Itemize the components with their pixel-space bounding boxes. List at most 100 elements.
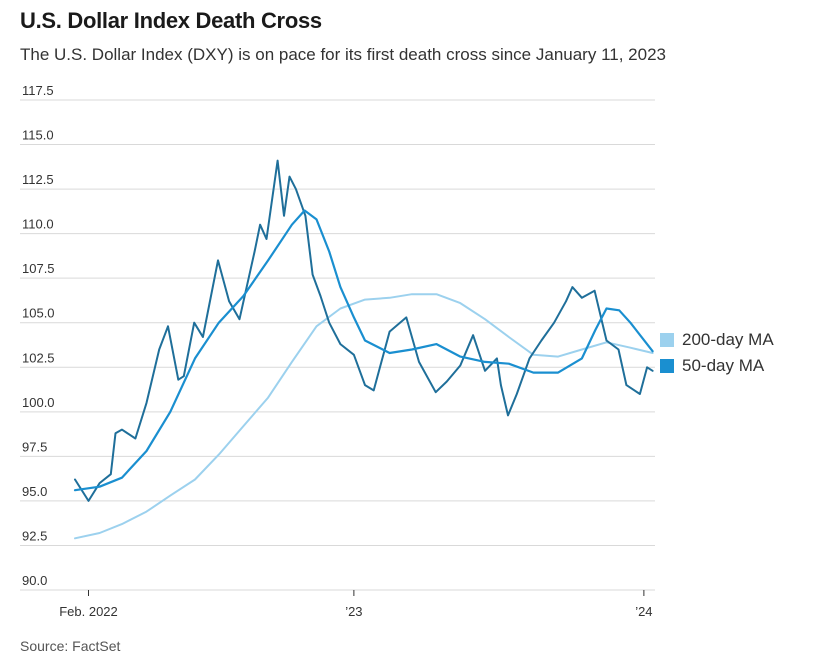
- y-tick-label: 97.5: [22, 439, 47, 454]
- x-tick-label: Feb. 2022: [59, 604, 118, 619]
- data-point-ma50: [99, 486, 101, 488]
- data-point-dxy: [183, 375, 185, 377]
- data-point-ma50: [508, 363, 510, 365]
- data-point-ma200: [389, 297, 391, 299]
- data-point-dxy: [639, 393, 641, 395]
- data-point-dxy: [364, 384, 366, 386]
- data-point-dxy: [265, 238, 268, 240]
- y-tick-label: 102.5: [22, 350, 55, 365]
- data-point-ma50: [145, 450, 148, 452]
- data-point-dxy: [339, 343, 341, 345]
- data-point-ma200: [652, 352, 654, 354]
- data-point-dxy: [288, 176, 291, 178]
- y-tick-label: 117.5: [22, 83, 54, 98]
- data-point-dxy: [646, 366, 648, 368]
- data-point-ma50: [121, 477, 123, 479]
- data-point-ma50: [218, 322, 220, 324]
- y-tick-label: 100.0: [22, 395, 55, 410]
- chart-subtitle: The U.S. Dollar Index (DXY) is on pace f…: [20, 45, 666, 64]
- legend: 200-day MA 50-day MA: [660, 330, 774, 382]
- data-point-dxy: [193, 322, 195, 324]
- data-point-ma200: [364, 298, 366, 301]
- data-point-ma50: [364, 339, 366, 342]
- series-line-dxy: [74, 159, 654, 502]
- legend-item-50-day-ma: 50-day MA: [660, 356, 774, 376]
- data-point-dxy: [617, 348, 620, 351]
- data-point-ma200: [484, 318, 486, 320]
- data-point-ma50: [411, 348, 413, 351]
- data-point-ma50: [594, 329, 597, 331]
- legend-label-200-day: 200-day MA: [682, 330, 774, 349]
- data-point-dxy: [134, 437, 136, 440]
- data-point-dxy: [259, 224, 261, 226]
- y-tick-label: 112.5: [22, 172, 54, 187]
- data-point-ma200: [194, 478, 196, 481]
- data-point-dxy: [238, 318, 241, 320]
- data-point-dxy: [389, 331, 391, 333]
- data-point-dxy: [99, 482, 101, 484]
- data-point-ma50: [389, 352, 391, 354]
- data-point-dxy: [594, 290, 596, 292]
- y-tick-label: 92.5: [22, 528, 47, 543]
- data-point-dxy: [283, 215, 285, 217]
- data-point-ma200: [557, 355, 559, 358]
- legend-label-50-day: 50-day MA: [682, 356, 765, 375]
- data-point-ma200: [267, 396, 269, 399]
- y-tick-label: 107.5: [22, 261, 55, 276]
- data-point-ma50: [459, 355, 461, 358]
- data-point-dxy: [581, 297, 583, 299]
- data-point-ma50: [629, 322, 631, 324]
- data-point-ma50: [339, 286, 341, 288]
- data-point-dxy: [145, 402, 148, 404]
- y-axis-ticks: 90.0 92.5 95.0 97.5 100.0 102.5 105.0 107.5 110.…: [22, 83, 55, 588]
- x-tick-label: ’24: [635, 604, 652, 619]
- data-point-dxy: [540, 339, 542, 342]
- data-point-ma50: [304, 209, 306, 212]
- x-tick-label: ’23: [345, 604, 362, 619]
- data-point-ma200: [459, 302, 461, 304]
- data-point-dxy: [472, 334, 474, 336]
- series-lines: [73, 159, 654, 540]
- data-point-dxy: [87, 500, 90, 502]
- data-point-ma200: [169, 494, 171, 497]
- data-point-dxy: [177, 379, 179, 381]
- data-point-ma50: [315, 218, 318, 220]
- data-point-dxy: [405, 316, 407, 318]
- y-tick-label: 90.0: [22, 573, 47, 588]
- source-note: Source: FactSet: [20, 638, 121, 654]
- data-point-dxy: [167, 325, 169, 327]
- data-point-dxy: [202, 336, 204, 338]
- data-point-dxy: [516, 393, 518, 395]
- data-point-dxy: [571, 286, 573, 288]
- data-point-dxy: [121, 429, 123, 431]
- data-point-ma200: [121, 523, 123, 525]
- y-tick-label: 105.0: [22, 306, 55, 321]
- data-point-dxy: [507, 414, 509, 416]
- data-point-ma200: [508, 336, 510, 338]
- series-line-ma200: [74, 293, 654, 540]
- data-point-dxy: [158, 348, 160, 351]
- data-point-ma50: [267, 259, 269, 261]
- data-point-ma200: [339, 307, 341, 310]
- data-point-dxy: [435, 391, 437, 393]
- data-point-ma50: [557, 372, 559, 374]
- data-point-ma50: [328, 250, 330, 253]
- series-line-ma50: [73, 209, 654, 492]
- data-point-dxy: [652, 370, 654, 372]
- data-point-dxy: [74, 478, 76, 481]
- data-point-dxy: [528, 357, 531, 359]
- data-point-dxy: [328, 322, 330, 324]
- data-point-ma200: [581, 348, 583, 351]
- data-point-dxy: [353, 354, 355, 356]
- data-point-dxy: [114, 432, 117, 434]
- data-point-dxy: [295, 188, 297, 190]
- data-point-dxy: [311, 274, 314, 276]
- data-point-dxy: [500, 384, 502, 386]
- data-point-ma50: [581, 357, 583, 359]
- data-point-dxy: [373, 389, 375, 392]
- data-point-dxy: [228, 300, 230, 302]
- data-point-ma50: [194, 357, 196, 359]
- data-point-dxy: [253, 250, 256, 253]
- data-point-ma50: [291, 224, 293, 226]
- data-point-dxy: [110, 473, 112, 475]
